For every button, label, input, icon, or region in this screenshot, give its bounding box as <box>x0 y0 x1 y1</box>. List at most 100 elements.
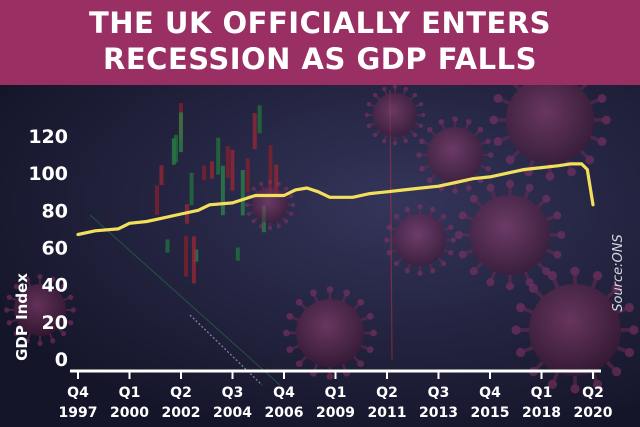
y-tick-label: 40 <box>42 275 68 297</box>
virus-spike-tip <box>326 373 334 380</box>
virus-spike-tip <box>597 137 607 146</box>
virus-spike-tip <box>488 152 494 158</box>
virus-spike-tip <box>511 325 521 335</box>
ticker-candle <box>252 113 257 150</box>
ticker-candle <box>268 145 273 194</box>
ticker-candle <box>230 149 235 191</box>
gdp-data-point <box>317 191 319 193</box>
ticker-candle <box>216 137 221 175</box>
x-tick-year: 2020 <box>574 405 613 421</box>
gdp-data-point <box>420 187 422 189</box>
virus-spike-tip <box>70 307 76 313</box>
virus-spike-tip <box>357 360 365 368</box>
virus-icon <box>416 116 494 194</box>
virus-spike-tip <box>403 138 408 144</box>
ticker-candle <box>178 112 183 153</box>
virus-spike-tip <box>404 206 410 212</box>
gdp-data-point <box>472 178 474 180</box>
gdp-data-point <box>540 166 543 169</box>
virus-spike-tip <box>624 302 634 313</box>
virus-spike-tip <box>547 271 558 281</box>
headline-line-1: THE UK OFFICIALLY ENTERS <box>88 6 552 40</box>
virus-spike-tip <box>450 237 456 243</box>
ticker-candle <box>159 165 164 186</box>
virus-spike-tip <box>295 298 303 306</box>
virus-spike-tip <box>412 132 418 138</box>
virus-spike-tip <box>384 237 390 243</box>
virus-spike-tip <box>567 167 576 177</box>
virus-spike-tip <box>276 224 281 229</box>
x-tick-quarter: Q1 <box>325 385 347 401</box>
virus-spike-tip <box>506 179 514 188</box>
virus-spike-tip <box>366 312 374 320</box>
virus-spike-tip <box>430 206 436 212</box>
gdp-data-point <box>386 191 388 193</box>
virus-spike-tip <box>60 283 67 290</box>
virus-spike-tip <box>326 286 334 293</box>
virus-spike-tip <box>403 86 408 92</box>
gdp-data-point <box>283 194 285 197</box>
virus-spike-tip <box>557 231 566 239</box>
virus-spike-tip <box>412 92 418 98</box>
virus-spike-tip <box>452 188 458 194</box>
virus-spike-tip <box>493 137 503 146</box>
virus-body <box>252 187 288 223</box>
gdp-data-point <box>523 168 525 171</box>
virus-spike-tip <box>585 155 595 165</box>
virus-spike-tip <box>24 276 30 282</box>
ticker-trendline <box>89 214 281 386</box>
virus-spike-tip <box>570 266 580 276</box>
gdp-data-point <box>94 230 96 232</box>
y-tick-label: 0 <box>55 349 68 371</box>
virus-spike-tip <box>419 138 425 145</box>
gdp-data-point <box>592 204 594 206</box>
virus-spike-tip <box>68 294 74 300</box>
gdp-chart: 0 20 40 60 80 100 120 Q4 1997 Q1 2000 Q2 2002 Q3 2004 Q… <box>0 85 640 427</box>
gdp-data-point <box>146 220 148 223</box>
virus-spike-tip <box>418 123 424 128</box>
virus-body <box>14 284 66 336</box>
axes: 0 20 40 60 80 100 120 Q4 1997 Q1 2000 Q2 2002 Q3 2004 Q… <box>28 126 612 421</box>
virus-spike-tip <box>393 213 400 220</box>
virus-spike-tip <box>37 274 43 280</box>
x-tick-quarter: Q1 <box>119 385 141 401</box>
virus-spike-tip <box>289 211 294 216</box>
gdp-data-point <box>575 163 577 165</box>
virus-spike-tip <box>426 126 433 133</box>
ticker-trendline <box>189 314 263 386</box>
gdp-data-point <box>117 228 119 230</box>
virus-spike-tip <box>430 268 436 274</box>
virus-spike-tip <box>458 211 467 220</box>
virus-spike-tip <box>372 92 378 98</box>
virus-body <box>506 85 594 164</box>
virus-spike-tip <box>485 138 491 145</box>
virus-body <box>529 284 621 376</box>
ticker-candle <box>171 138 176 165</box>
virus-spike-tip <box>542 267 551 276</box>
ticker-candle <box>274 164 279 195</box>
virus-spike-tip <box>452 116 458 122</box>
virus-spike-tip <box>629 325 639 335</box>
virus-spike-tip <box>486 183 495 192</box>
virus-spike-tip <box>525 183 534 192</box>
virus-spike-tip <box>357 298 365 306</box>
gdp-data-point <box>180 213 182 215</box>
virus-spike-tip <box>6 294 12 300</box>
gdp-data-point <box>209 204 211 206</box>
y-tick-label: 120 <box>28 126 68 148</box>
ticker-candle <box>194 249 199 262</box>
virus-spike-tip <box>438 119 445 125</box>
virus-spike-tip <box>553 250 562 259</box>
x-tick-quarter: Q2 <box>170 385 192 401</box>
x-tick-quarter: Q1 <box>531 385 553 401</box>
ticker-candle <box>235 247 240 261</box>
virus-icon <box>511 266 639 394</box>
virus-spike-tip <box>489 115 499 125</box>
x-tick-year: 1997 <box>59 405 98 421</box>
gdp-series-line <box>76 162 595 237</box>
virus-spike-tip <box>6 320 12 326</box>
virus-spike-tip <box>486 278 495 287</box>
gdp-data-point <box>403 189 405 191</box>
virus-spike-tip <box>542 194 551 203</box>
virus-spike-tip <box>286 312 294 320</box>
